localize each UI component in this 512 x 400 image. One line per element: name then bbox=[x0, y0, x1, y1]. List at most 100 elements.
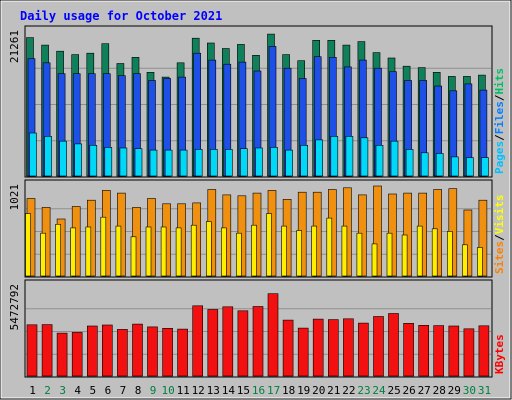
bar-pages-day-28 bbox=[435, 153, 444, 177]
bar-kbytes-day-12 bbox=[192, 305, 203, 377]
bar-pages-day-19 bbox=[300, 145, 309, 177]
bar-kbytes-day-16 bbox=[252, 306, 264, 377]
bar-kbytes-day-24 bbox=[373, 316, 384, 377]
panel-kbytes: 5472792 KBytes bbox=[8, 279, 506, 378]
x-tick-label: 17 bbox=[267, 384, 280, 397]
bar-visits-day-31 bbox=[478, 199, 488, 277]
bar-visits-day-30 bbox=[463, 209, 473, 277]
bar-kbytes-day-13 bbox=[207, 309, 219, 377]
bar-sites-day-31 bbox=[477, 247, 483, 277]
bar-pages-day-26 bbox=[405, 149, 414, 177]
bar-kbytes-day-23 bbox=[358, 322, 369, 377]
bar-kbytes-day-1 bbox=[26, 324, 38, 377]
legend-entry: Visits bbox=[493, 195, 506, 235]
bar-sites-day-21 bbox=[326, 217, 333, 277]
x-tick-label: 24 bbox=[372, 384, 386, 397]
bar-kbytes-day-21 bbox=[327, 319, 339, 377]
x-tick-label: 27 bbox=[418, 384, 431, 397]
bar-pages-day-16 bbox=[255, 147, 263, 177]
bar-sites-day-22 bbox=[341, 225, 348, 277]
legend-entry: KBytes bbox=[493, 334, 506, 374]
panel-legend: KBytes bbox=[493, 334, 506, 374]
bar-kbytes-day-18 bbox=[282, 319, 294, 377]
bar-sites-day-27 bbox=[416, 225, 423, 277]
bar-sites-day-26 bbox=[401, 234, 408, 277]
x-tick-label: 30 bbox=[463, 384, 476, 397]
bar-pages-day-3 bbox=[59, 140, 67, 177]
bar-sites-day-19 bbox=[296, 230, 303, 277]
bar-kbytes-day-22 bbox=[343, 318, 354, 377]
bar-sites-day-15 bbox=[236, 232, 242, 277]
bar-pages-day-12 bbox=[194, 149, 203, 177]
bar-sites-day-8 bbox=[130, 236, 137, 277]
x-tick-label: 12 bbox=[192, 384, 205, 397]
bar-sites-day-16 bbox=[251, 224, 257, 277]
bar-pages-day-1 bbox=[29, 132, 37, 177]
bar-sites-day-30 bbox=[462, 244, 468, 277]
bar-kbytes-day-8 bbox=[132, 323, 143, 377]
bar-pages-day-24 bbox=[375, 145, 384, 177]
x-tick-label: 25 bbox=[387, 384, 400, 397]
bar-pages-day-18 bbox=[285, 149, 293, 177]
bar-kbytes-day-17 bbox=[267, 293, 279, 377]
x-tick-label: 11 bbox=[177, 384, 190, 397]
bar-sites-day-2 bbox=[40, 232, 46, 277]
x-tick-label: 7 bbox=[120, 384, 127, 397]
bar-pages-day-22 bbox=[345, 136, 354, 177]
x-tick-label: 31 bbox=[478, 384, 491, 397]
bar-sites-day-11 bbox=[175, 227, 182, 277]
x-tick-label: 1 bbox=[29, 384, 36, 397]
panel-max-label: 21261 bbox=[8, 30, 21, 63]
panel-legend: Sites/Visits bbox=[493, 195, 506, 275]
legend-entry: Pages bbox=[493, 141, 506, 174]
bar-pages-day-5 bbox=[89, 145, 98, 177]
bar-visits-day-24 bbox=[373, 185, 382, 277]
x-tick-label: 15 bbox=[237, 384, 250, 397]
bar-pages-day-17 bbox=[270, 147, 278, 177]
x-tick-label: 4 bbox=[74, 384, 81, 397]
bar-sites-day-5 bbox=[85, 226, 92, 277]
bar-pages-day-31 bbox=[481, 157, 489, 177]
bar-kbytes-day-11 bbox=[177, 328, 188, 377]
x-tick-label: 22 bbox=[342, 384, 355, 397]
bar-pages-day-25 bbox=[390, 140, 399, 177]
bar-kbytes-day-19 bbox=[297, 327, 309, 377]
bar-kbytes-day-4 bbox=[71, 332, 83, 377]
bar-kbytes-day-20 bbox=[312, 318, 324, 377]
x-tick-label: 9 bbox=[150, 384, 157, 397]
bar-pages-day-20 bbox=[315, 139, 324, 177]
legend-entry: Files bbox=[493, 101, 506, 134]
bar-sites-day-3 bbox=[55, 224, 61, 277]
bar-kbytes-day-10 bbox=[162, 327, 173, 377]
x-tick-label: 2 bbox=[44, 384, 51, 397]
bar-kbytes-day-9 bbox=[147, 326, 158, 377]
x-tick-label: 3 bbox=[59, 384, 66, 397]
x-tick-label: 26 bbox=[402, 384, 415, 397]
bar-pages-day-30 bbox=[466, 157, 474, 177]
bar-sites-day-13 bbox=[206, 221, 212, 277]
bar-kbytes-day-2 bbox=[41, 324, 53, 377]
legend-entry: Sites bbox=[493, 241, 506, 274]
x-tick-label: 16 bbox=[252, 384, 265, 397]
bar-visits-day-26 bbox=[403, 192, 412, 277]
bar-pages-day-15 bbox=[240, 148, 248, 177]
bar-kbytes-day-30 bbox=[463, 328, 475, 377]
bar-sites-day-29 bbox=[446, 231, 453, 277]
bar-sites-day-9 bbox=[145, 226, 152, 277]
x-tick-label: 14 bbox=[222, 384, 236, 397]
bar-kbytes-day-14 bbox=[222, 306, 234, 377]
x-tick-label: 28 bbox=[433, 384, 446, 397]
bar-kbytes-day-6 bbox=[102, 324, 113, 377]
x-tick-label: 5 bbox=[89, 384, 96, 397]
panel-visits-sites: 1021 Sites/Visits bbox=[8, 179, 506, 278]
legend-entry: / bbox=[493, 134, 506, 141]
bar-kbytes-day-15 bbox=[237, 310, 249, 377]
bar-pages-day-13 bbox=[210, 149, 218, 177]
bar-kbytes-day-31 bbox=[478, 325, 490, 377]
bar-kbytes-day-25 bbox=[388, 313, 399, 377]
bar-pages-day-8 bbox=[134, 148, 143, 177]
bar-kbytes-day-7 bbox=[117, 329, 128, 377]
bar-sites-day-24 bbox=[371, 243, 378, 277]
